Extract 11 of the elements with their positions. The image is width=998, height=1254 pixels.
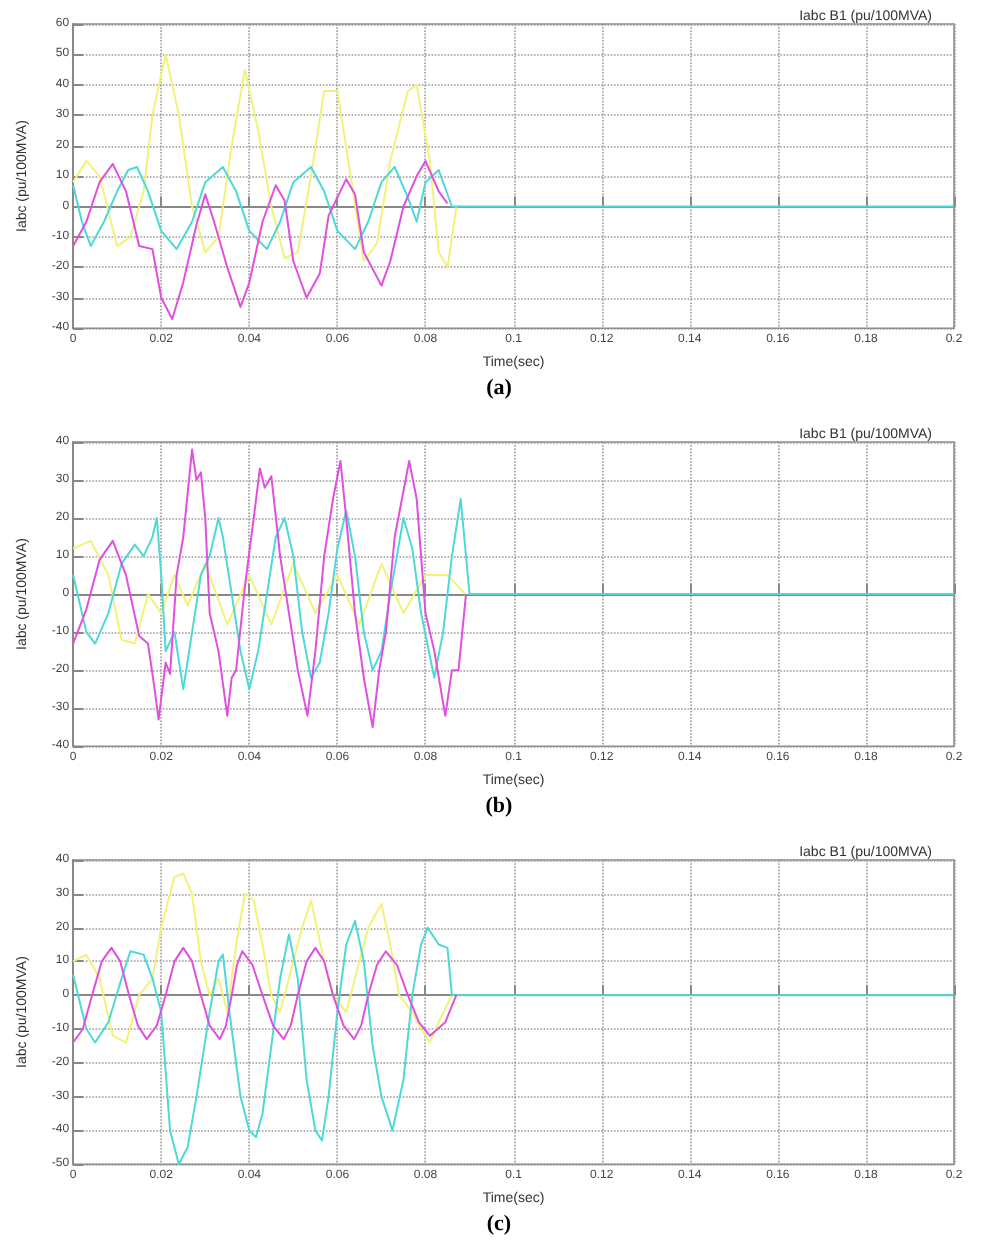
line-series: [72, 539, 467, 645]
line-series: [72, 946, 458, 1044]
line-series: [72, 872, 453, 1044]
line-series: [72, 448, 468, 729]
line-series: [72, 498, 955, 691]
text: (c): [484, 1212, 514, 1236]
text: (b): [483, 794, 515, 818]
line-series: [72, 165, 955, 251]
text: (a): [484, 376, 514, 400]
line-series: [72, 159, 449, 321]
line-series: [72, 53, 458, 269]
